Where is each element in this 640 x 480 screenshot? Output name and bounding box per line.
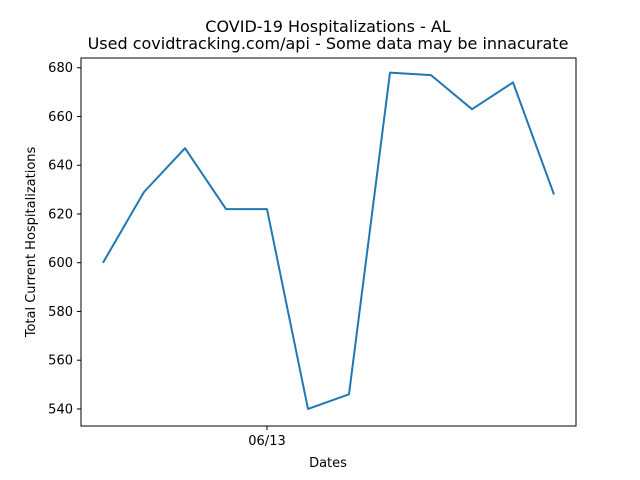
plot-frame — [80, 57, 577, 427]
data-point — [512, 81, 514, 83]
x-tick-label: 06/13 — [248, 434, 285, 449]
data-point — [102, 262, 104, 264]
series-line — [102, 71, 555, 410]
data-point — [389, 72, 391, 74]
y-axis-ticks: 540 560 580 600 620 640 660 680 — [48, 61, 81, 417]
data-point — [307, 408, 309, 410]
data-point — [143, 191, 145, 193]
y-tick-label: 580 — [48, 305, 73, 320]
y-tick-label: 660 — [48, 110, 73, 125]
data-point — [184, 147, 186, 149]
data-point — [225, 208, 227, 210]
data-point — [348, 393, 350, 395]
x-axis-ticks: 06/13 — [248, 426, 286, 449]
y-tick-label: 560 — [48, 354, 73, 369]
y-axis-label: Total Current Hospitalizations — [24, 146, 39, 338]
data-point — [471, 108, 473, 110]
data-points — [102, 72, 555, 410]
data-point — [266, 208, 268, 210]
data-point — [553, 193, 555, 195]
chart-subtitle: Used covidtracking.com/api - Some data m… — [88, 34, 569, 53]
data-point — [430, 74, 432, 76]
y-tick-label: 620 — [48, 207, 73, 222]
y-tick-label: 600 — [48, 256, 73, 271]
y-tick-label: 680 — [48, 61, 73, 76]
chart-title: COVID-19 Hospitalizations - AL — [205, 17, 450, 36]
x-axis-label: Dates — [309, 456, 347, 471]
y-tick-label: 640 — [48, 159, 73, 174]
y-tick-label: 540 — [48, 402, 73, 417]
